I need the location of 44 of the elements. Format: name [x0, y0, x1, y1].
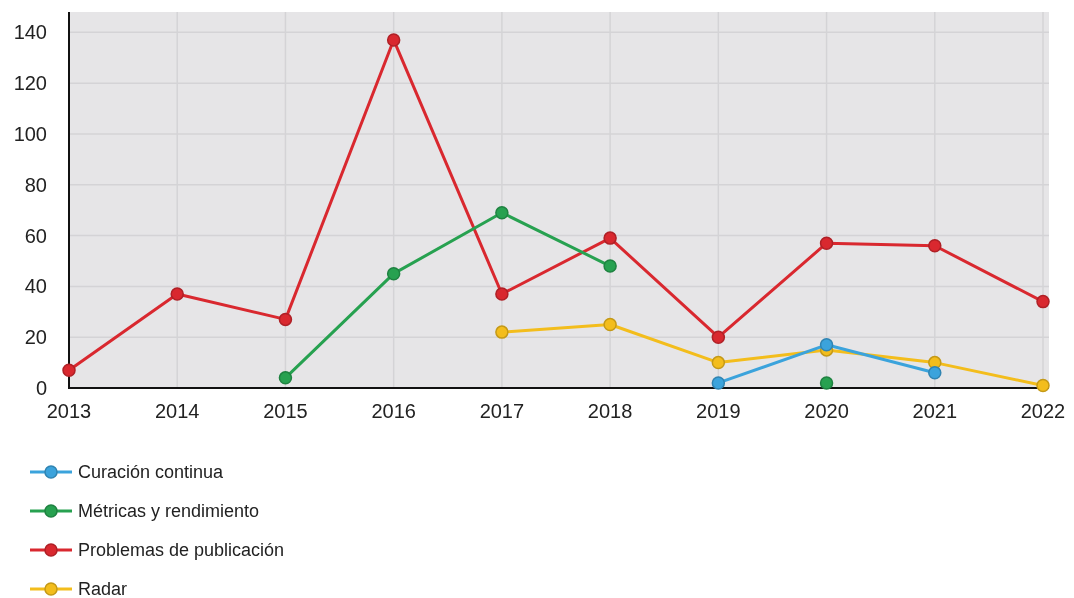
- point: [278, 371, 293, 385]
- point: [1036, 294, 1050, 309]
- x-tick-label: 2020: [804, 400, 849, 422]
- point: [819, 236, 834, 250]
- point: [495, 205, 509, 220]
- point: [386, 33, 401, 47]
- x-tick-label: 2016: [371, 400, 416, 422]
- point: [928, 238, 942, 253]
- point: [1036, 378, 1050, 393]
- legend-label: Radar: [78, 579, 128, 598]
- y-tick-label: 40: [24, 275, 47, 298]
- point: [495, 287, 509, 301]
- point: [819, 376, 834, 390]
- y-tick-label: 120: [13, 72, 47, 95]
- y-tick-label: 0: [35, 377, 47, 399]
- point: [278, 312, 293, 327]
- point: [819, 338, 834, 352]
- point: [495, 325, 509, 339]
- x-tick-label: 2018: [587, 400, 633, 422]
- point: [603, 317, 617, 332]
- y-tick-label: 60: [24, 224, 47, 247]
- x-tick-label: 2017: [479, 400, 525, 422]
- legend-label: Problemas de publicación: [78, 540, 285, 561]
- x-tick-label: 2021: [912, 400, 958, 422]
- point: [928, 366, 942, 380]
- legend-label: Curación continua: [78, 462, 225, 483]
- point: [711, 376, 726, 390]
- x-tick-label: 2013: [46, 400, 92, 422]
- legend-label: Métricas y rendimiento: [78, 501, 260, 522]
- y-tick-label: 20: [24, 326, 47, 349]
- x-tick-label: 2019: [696, 400, 741, 422]
- x-tick-label: 2015: [263, 400, 308, 422]
- x-tick-label: 2022: [1020, 400, 1066, 422]
- point: [170, 287, 184, 301]
- point: [386, 266, 401, 281]
- point: [603, 231, 617, 245]
- point: [711, 355, 726, 370]
- y-tick-label: 140: [13, 21, 47, 44]
- y-tick-label: 80: [24, 173, 47, 196]
- point: [62, 363, 76, 377]
- point: [603, 259, 617, 273]
- point: [711, 330, 726, 344]
- y-tick-label: 100: [13, 122, 47, 145]
- x-tick-label: 2014: [154, 400, 200, 422]
